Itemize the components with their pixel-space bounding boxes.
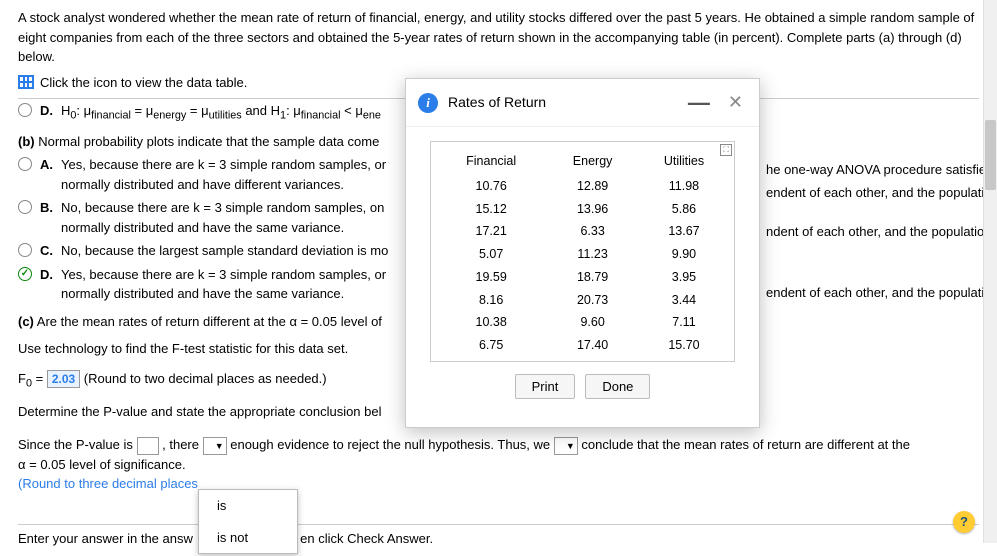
table-row: 8.1620.733.44 bbox=[435, 289, 730, 312]
table-cell: 11.23 bbox=[547, 243, 638, 266]
select-conclude[interactable] bbox=[554, 437, 578, 455]
data-table-link-text: Click the icon to view the data table. bbox=[40, 73, 247, 93]
fullscreen-icon[interactable]: ⛶ bbox=[720, 144, 732, 156]
col-financial: Financial bbox=[435, 148, 547, 175]
select-evidence[interactable] bbox=[203, 437, 227, 455]
table-row: 10.7612.8911.98 bbox=[435, 175, 730, 198]
done-button[interactable]: Done bbox=[585, 374, 650, 399]
col-energy: Energy bbox=[547, 148, 638, 175]
option-text: No, because the largest sample standard … bbox=[61, 241, 388, 261]
table-cell: 5.07 bbox=[435, 243, 547, 266]
alpha-line: α = 0.05 level of significance. bbox=[18, 455, 979, 475]
table-cell: 19.59 bbox=[435, 266, 547, 289]
modal-header: i Rates of Return — ✕ bbox=[406, 79, 759, 127]
help-icon[interactable]: ? bbox=[953, 511, 975, 533]
option-text: Yes, because there are k = 3 simple rand… bbox=[61, 265, 386, 304]
modal-title: Rates of Return bbox=[448, 92, 674, 113]
table-row: 15.1213.965.86 bbox=[435, 198, 730, 221]
modal-buttons: Print Done bbox=[416, 362, 749, 413]
table-cell: 5.86 bbox=[638, 198, 730, 221]
table-cell: 9.90 bbox=[638, 243, 730, 266]
radio-icon[interactable] bbox=[18, 103, 32, 117]
conclusion-line: Since the P-value is , there enough evid… bbox=[18, 435, 979, 455]
table-cell: 6.75 bbox=[435, 334, 547, 357]
option-text: Yes, because there are k = 3 simple rand… bbox=[61, 155, 386, 194]
enter-answer-line: Enter your answer in the answ en click C… bbox=[18, 529, 979, 549]
table-cell: 20.73 bbox=[547, 289, 638, 312]
opt-d-cut-right: endent of each other, and the population… bbox=[766, 283, 997, 303]
dropdown-popup: is is not bbox=[198, 489, 298, 554]
radio-icon[interactable] bbox=[18, 157, 32, 171]
radio-icon[interactable] bbox=[18, 200, 32, 214]
dropdown-option-is-not[interactable]: is not bbox=[199, 522, 297, 554]
table-cell: 18.79 bbox=[547, 266, 638, 289]
table-row: 10.389.607.11 bbox=[435, 311, 730, 334]
table-row: 6.7517.4015.70 bbox=[435, 334, 730, 357]
table-cell: 3.44 bbox=[638, 289, 730, 312]
modal-body: ⛶ Financial Energy Utilities 10.7612.891… bbox=[406, 127, 759, 427]
option-letter: C. bbox=[40, 241, 53, 261]
option-letter: A. bbox=[40, 155, 53, 175]
scrollbar-thumb[interactable] bbox=[985, 120, 996, 190]
pvalue-input[interactable] bbox=[137, 437, 159, 455]
data-table-container: ⛶ Financial Energy Utilities 10.7612.891… bbox=[430, 141, 735, 362]
divider bbox=[18, 524, 979, 525]
part-b-cut-right: he one-way ANOVA procedure satisfied? bbox=[766, 160, 997, 180]
table-icon bbox=[18, 75, 34, 89]
info-icon: i bbox=[418, 93, 438, 113]
f0-input[interactable]: 2.03 bbox=[47, 370, 80, 388]
table-cell: 8.16 bbox=[435, 289, 547, 312]
table-cell: 3.95 bbox=[638, 266, 730, 289]
table-cell: 10.76 bbox=[435, 175, 547, 198]
table-cell: 15.12 bbox=[435, 198, 547, 221]
radio-icon[interactable] bbox=[18, 243, 32, 257]
table-cell: 13.96 bbox=[547, 198, 638, 221]
close-icon[interactable]: ✕ bbox=[724, 89, 747, 116]
table-cell: 17.21 bbox=[435, 220, 547, 243]
table-cell: 17.40 bbox=[547, 334, 638, 357]
table-cell: 15.70 bbox=[638, 334, 730, 357]
table-cell: 6.33 bbox=[547, 220, 638, 243]
question-prompt: A stock analyst wondered whether the mea… bbox=[18, 8, 979, 67]
data-table: Financial Energy Utilities 10.7612.8911.… bbox=[435, 148, 730, 357]
option-letter: D. bbox=[40, 265, 53, 285]
table-cell: 12.89 bbox=[547, 175, 638, 198]
table-row: 17.216.3313.67 bbox=[435, 220, 730, 243]
option-letter: D. bbox=[40, 101, 53, 121]
option-text: No, because there are k = 3 simple rando… bbox=[61, 198, 384, 237]
option-text: H0: μfinancial = μenergy = μutilities an… bbox=[61, 101, 381, 124]
table-cell: 11.98 bbox=[638, 175, 730, 198]
dropdown-option-is[interactable]: is bbox=[199, 490, 297, 522]
radio-icon[interactable] bbox=[18, 267, 32, 281]
table-cell: 7.11 bbox=[638, 311, 730, 334]
table-row: 19.5918.793.95 bbox=[435, 266, 730, 289]
table-cell: 13.67 bbox=[638, 220, 730, 243]
data-modal: i Rates of Return — ✕ ⛶ Financial Energy… bbox=[405, 78, 760, 428]
table-row: 5.0711.239.90 bbox=[435, 243, 730, 266]
table-cell: 10.38 bbox=[435, 311, 547, 334]
option-letter: B. bbox=[40, 198, 53, 218]
minimize-icon[interactable]: — bbox=[684, 98, 714, 108]
opt-b-cut-right: ndent of each other, and the populations… bbox=[766, 222, 997, 242]
scrollbar-track[interactable] bbox=[983, 0, 997, 543]
round-hint: (Round to three decimal places bbox=[18, 474, 979, 494]
opt-a-cut-right: endent of each other, and the population… bbox=[766, 183, 997, 203]
table-cell: 9.60 bbox=[547, 311, 638, 334]
print-button[interactable]: Print bbox=[515, 374, 576, 399]
col-utilities: Utilities bbox=[638, 148, 730, 175]
